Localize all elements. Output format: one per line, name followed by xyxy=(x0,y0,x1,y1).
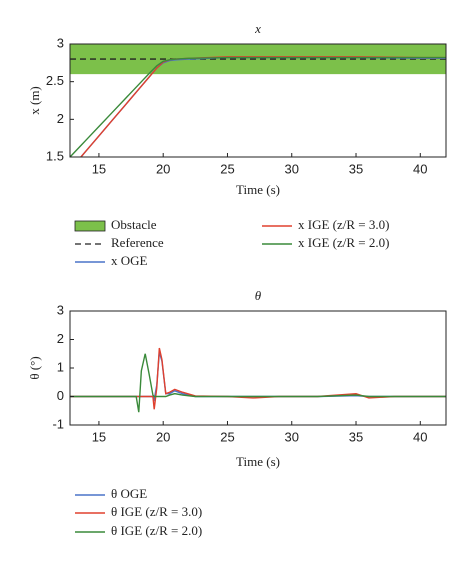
x-tick-label: 15 xyxy=(92,429,106,444)
series-line xyxy=(70,56,446,157)
plot-area xyxy=(70,347,446,413)
series-line xyxy=(70,352,446,402)
series-line xyxy=(70,353,446,413)
plot-area xyxy=(70,44,446,157)
x-tick-label: 35 xyxy=(349,429,363,444)
chart-title: x xyxy=(254,21,261,36)
y-tick-label: 0 xyxy=(57,388,64,403)
y-axis-label: x (m) xyxy=(27,86,42,115)
legend-label: Reference xyxy=(111,235,164,250)
x-tick-label: 35 xyxy=(349,161,363,176)
chart-title: θ xyxy=(255,288,262,303)
x-tick-label: 15 xyxy=(92,161,106,176)
x-axis-label: Time (s) xyxy=(236,182,280,197)
x-tick-label: 30 xyxy=(285,429,299,444)
x-tick-label: 25 xyxy=(220,161,234,176)
y-tick-label: 2 xyxy=(57,331,64,346)
legend-label: θ OGE xyxy=(111,486,147,501)
y-tick-label: 1.5 xyxy=(46,148,64,163)
legend-label: θ IGE (z/R = 2.0) xyxy=(111,523,202,538)
legend-label: x OGE xyxy=(111,253,148,268)
plot-frame xyxy=(69,310,447,426)
y-tick-label: 1 xyxy=(57,359,64,374)
legend-label: θ IGE (z/R = 3.0) xyxy=(111,504,202,519)
y-tick-label: -1 xyxy=(52,416,64,431)
legend-label: x IGE (z/R = 2.0) xyxy=(298,235,389,250)
x-tick-label: 40 xyxy=(413,161,427,176)
legend-label: Obstacle xyxy=(111,217,157,232)
plot-frame xyxy=(69,43,447,158)
y-axis-label: θ (°) xyxy=(27,356,42,379)
y-tick-label: 2.5 xyxy=(46,73,64,88)
x-tick-label: 25 xyxy=(220,429,234,444)
legend-swatch xyxy=(74,220,106,232)
legend-label: x IGE (z/R = 3.0) xyxy=(298,217,389,232)
x-axis-label: Time (s) xyxy=(236,454,280,469)
obstacle-band xyxy=(70,44,446,75)
series-line xyxy=(70,347,446,410)
y-tick-label: 3 xyxy=(57,302,64,317)
y-tick-label: 2 xyxy=(57,111,64,126)
x-tick-label: 20 xyxy=(156,429,170,444)
x-tick-label: 30 xyxy=(285,161,299,176)
x-tick-label: 20 xyxy=(156,161,170,176)
y-tick-label: 3 xyxy=(57,35,64,50)
x-tick-label: 40 xyxy=(413,429,427,444)
